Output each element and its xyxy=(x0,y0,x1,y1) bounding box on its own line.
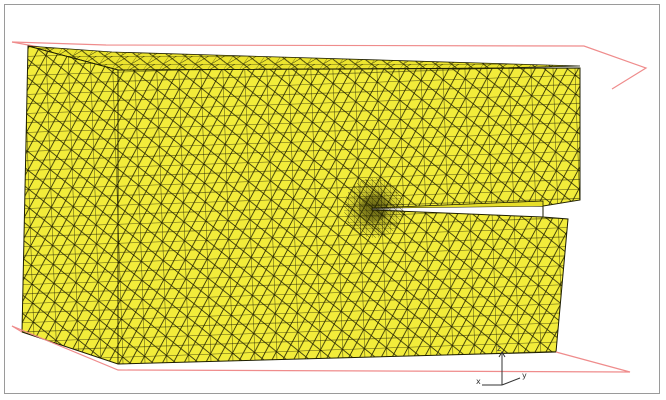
crack-tip-refinement xyxy=(344,178,404,238)
axis-label-x: x xyxy=(476,377,481,386)
block-top-face xyxy=(27,45,581,71)
bottom-boundary-plane xyxy=(11,325,631,373)
axis-triad xyxy=(482,351,521,386)
axis-label-z: z xyxy=(497,344,501,353)
axis-label-y: y xyxy=(522,371,527,380)
